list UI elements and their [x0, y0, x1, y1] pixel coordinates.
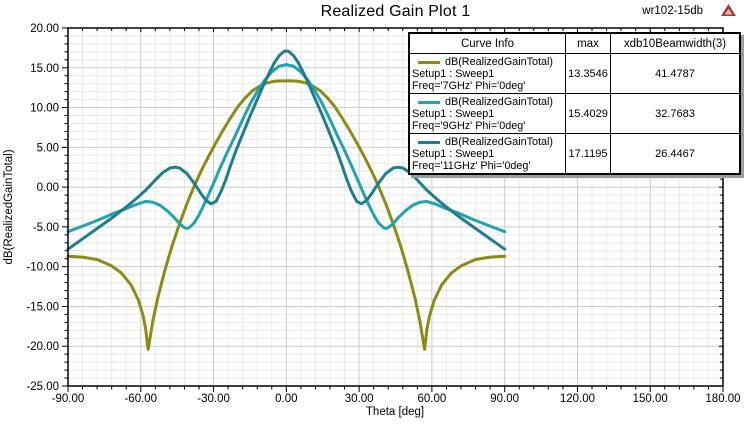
gain-curve-1[interactable] [66, 63, 507, 234]
y-tick-label: -10.00 [26, 262, 59, 274]
x-tick-label: 180.00 [705, 393, 740, 405]
legend-row-7ghz[interactable]: dB(RealizedGainTotal) Setup1 : Sweep1 Fr… [410, 53, 739, 93]
x-tick-label: 0.00 [275, 393, 297, 405]
y-tick-label: -25.00 [26, 381, 59, 393]
curve-swatch-11ghz [418, 140, 440, 144]
tick-labels: -90.00 -60.00 -30.00 0.00 30.00 60.00 90.00 120… [26, 23, 740, 405]
curve-variation: Freq='9GHz' Phi='0deg' [412, 120, 526, 132]
x-tick-label: -60.00 [124, 393, 157, 405]
y-tick-label: 5.00 [37, 142, 59, 154]
plot-border [67, 27, 724, 387]
curve-name: dB(RealizedGainTotal) [445, 56, 554, 68]
curve-variation: Freq='7GHz' Phi='0deg' [412, 80, 526, 92]
y-tick-label: -5.00 [33, 222, 59, 234]
design-annotation: wr102-15db [642, 5, 703, 17]
x-tick-label: -90.00 [52, 393, 85, 405]
curve-setup: Setup1 : Sweep1 [412, 68, 495, 80]
y-tick-label: 20.00 [30, 23, 59, 35]
x-tick-label: 30.00 [345, 393, 374, 405]
x-tick-label: 120.00 [560, 393, 595, 405]
curve-swatch-7ghz [418, 60, 440, 64]
curve-name: dB(RealizedGainTotal) [445, 136, 554, 148]
grid-minor [68, 28, 723, 386]
gain-curve-0[interactable] [66, 79, 507, 351]
y-axis-title: dB(RealizedGainTotal) [3, 149, 15, 265]
curve-setup: Setup1 : Sweep1 [412, 108, 495, 120]
y-tick-label: 0.00 [37, 182, 59, 194]
x-axis-title: Theta [deg] [365, 406, 425, 418]
curve-max-value: 17.1195 [566, 134, 611, 173]
curves [66, 49, 507, 351]
y-tick-label: 15.00 [30, 63, 59, 75]
legend-col-beamwidth: xdb10Beamwidth(3) [623, 37, 727, 50]
curve-variation: Freq='11GHz' Phi='0deg' [412, 160, 531, 172]
curve-beamwidth-value: 41.4787 [655, 67, 695, 80]
curve-max-value: 13.3546 [566, 54, 611, 93]
page-title: Realized Gain Plot 1 [320, 3, 471, 20]
curve-swatch-9ghz [418, 100, 440, 104]
y-tick-label: -15.00 [26, 301, 59, 313]
curve-beamwidth-value: 26.4467 [655, 147, 695, 160]
legend-header-row: Curve Info max xdb10Beamwidth(3) [410, 34, 739, 53]
curve-beamwidth-value: 32.7683 [655, 107, 695, 120]
legend-col-max: max [566, 34, 611, 53]
x-tick-label: 90.00 [490, 393, 519, 405]
legend-row-9ghz[interactable]: dB(RealizedGainTotal) Setup1 : Sweep1 Fr… [410, 93, 739, 133]
curve-max-value: 15.4029 [566, 94, 611, 133]
curve-name: dB(RealizedGainTotal) [445, 96, 554, 108]
axis-ticks [62, 27, 724, 392]
y-tick-label: -20.00 [26, 341, 59, 353]
x-tick-label: 60.00 [417, 393, 446, 405]
y-tick-label: 10.00 [30, 103, 59, 115]
legend-col-curve-info: Curve Info [410, 34, 566, 53]
x-tick-label: 150.00 [633, 393, 668, 405]
x-tick-label: -30.00 [197, 393, 230, 405]
ansoft-logo-icon [721, 4, 736, 16]
legend-row-11ghz[interactable]: dB(RealizedGainTotal) Setup1 : Sweep1 Fr… [410, 133, 739, 173]
curve-setup: Setup1 : Sweep1 [412, 148, 495, 160]
curve-info-legend[interactable]: Curve Info max xdb10Beamwidth(3) dB(Real… [408, 32, 741, 175]
gain-curve-2[interactable] [66, 49, 507, 251]
